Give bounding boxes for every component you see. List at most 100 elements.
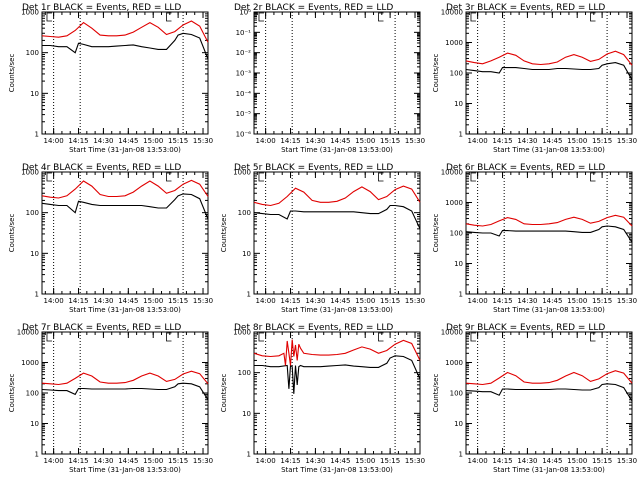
y-tick-label: 100 bbox=[26, 390, 39, 398]
panel-title: Det 5r BLACK = Events, RED = LLD bbox=[234, 163, 393, 173]
x-tick-label: 14:45 bbox=[118, 297, 138, 305]
x-tick-label: 15:30 bbox=[405, 457, 425, 465]
panel-title: Det 1r BLACK = Events, RED = LLD bbox=[22, 3, 181, 13]
series-lld-line bbox=[465, 214, 633, 227]
y-tick-label: 1000 bbox=[445, 199, 463, 207]
x-tick-label: 14:15 bbox=[280, 297, 300, 305]
y-tick-label: 10000 bbox=[441, 169, 463, 177]
x-tick-label: 15:00 bbox=[355, 297, 375, 305]
plot-frame bbox=[253, 171, 421, 295]
x-tick-label: 14:30 bbox=[93, 457, 113, 465]
y-tick-label: 1 bbox=[247, 451, 251, 459]
x-tick-label: 14:00 bbox=[44, 457, 64, 465]
x-tick-label: 15:30 bbox=[193, 137, 213, 145]
x-tick-label: 15:00 bbox=[143, 457, 163, 465]
y-tick-label: 10 bbox=[242, 250, 251, 258]
panel-title: Det 2r BLACK = Events, RED = LLD bbox=[234, 3, 393, 13]
corner-marker-right bbox=[166, 12, 172, 22]
x-tick-label: 14:45 bbox=[542, 137, 562, 145]
y-tick-label: 100 bbox=[26, 209, 39, 217]
y-tick-label: 1000 bbox=[233, 329, 251, 337]
series-lld-line bbox=[41, 370, 209, 386]
series-events-line bbox=[465, 225, 633, 243]
x-tick-label: 14:15 bbox=[492, 457, 512, 465]
corner-marker-left bbox=[470, 172, 476, 182]
y-tick-label: 10 bbox=[454, 100, 463, 108]
y-tick-label: 1000 bbox=[21, 359, 39, 367]
x-tick-label: 14:00 bbox=[256, 457, 276, 465]
x-tick-label: 14:30 bbox=[305, 137, 325, 145]
panel-title: Det 3r BLACK = Events, RED = LLD bbox=[446, 3, 605, 13]
detector-panel-6: Det 6r BLACK = Events, RED = LLD 1 10 100 10… bbox=[432, 163, 637, 314]
x-tick-label: 15:00 bbox=[567, 137, 587, 145]
y-tick-label: 10⁻² bbox=[236, 49, 252, 57]
x-tick-label: 15:15 bbox=[592, 457, 612, 465]
x-tick-label: 15:15 bbox=[168, 457, 188, 465]
y-tick-label: 1 bbox=[459, 291, 463, 299]
detector-panel-8: Det 8r BLACK = Events, RED = LLD 1 10 100 10… bbox=[220, 323, 425, 474]
y-axis-label: Counts/sec bbox=[432, 214, 440, 253]
detector-panel-2: Det 2r BLACK = Events, RED = LLD 10⁻⁶ 10⁻⁵… bbox=[234, 3, 425, 154]
x-tick-label: 14:15 bbox=[68, 297, 88, 305]
corner-marker-right bbox=[166, 332, 172, 342]
corner-marker-left bbox=[46, 172, 52, 182]
x-tick-label: 14:00 bbox=[468, 457, 488, 465]
y-tick-label: 10 bbox=[30, 90, 39, 98]
x-tick-label: 14:00 bbox=[44, 137, 64, 145]
x-tick-label: 14:45 bbox=[330, 137, 350, 145]
y-tick-label: 100 bbox=[450, 230, 463, 238]
y-tick-label: 1000 bbox=[21, 169, 39, 177]
x-tick-label: 15:15 bbox=[592, 137, 612, 145]
x-tick-label: 15:15 bbox=[592, 297, 612, 305]
x-tick-label: 15:00 bbox=[143, 297, 163, 305]
corner-marker-left bbox=[258, 12, 264, 22]
y-tick-label: 100 bbox=[238, 209, 251, 217]
x-axis-label: Start Time (31-Jan-08 13:53:00) bbox=[281, 466, 393, 474]
detector-panel-3: Det 3r BLACK = Events, RED = LLD 1 10 100 10… bbox=[432, 3, 637, 154]
y-tick-label: 10 bbox=[454, 420, 463, 428]
x-axis-label: Start Time (31-Jan-08 13:53:00) bbox=[69, 146, 181, 154]
x-tick-label: 14:00 bbox=[44, 297, 64, 305]
corner-marker-right bbox=[378, 172, 384, 182]
corner-marker-left bbox=[258, 172, 264, 182]
x-tick-label: 14:30 bbox=[517, 297, 537, 305]
y-tick-label: 10⁻⁴ bbox=[236, 90, 252, 98]
series-events-line bbox=[41, 193, 209, 220]
x-axis-label: Start Time (31-Jan-08 13:53:00) bbox=[281, 146, 393, 154]
corner-marker-right bbox=[590, 332, 596, 342]
corner-marker-right bbox=[590, 12, 596, 22]
x-tick-label: 15:30 bbox=[617, 297, 637, 305]
y-axis-label: Counts/sec bbox=[8, 374, 16, 413]
y-axis-label: Counts/sec bbox=[8, 214, 16, 253]
y-tick-label: 1 bbox=[35, 291, 39, 299]
x-tick-label: 14:15 bbox=[280, 137, 300, 145]
x-tick-label: 14:30 bbox=[305, 457, 325, 465]
y-tick-label: 100 bbox=[450, 390, 463, 398]
y-tick-label: 10 bbox=[30, 420, 39, 428]
y-tick-label: 1000 bbox=[21, 9, 39, 17]
corner-marker-left bbox=[470, 332, 476, 342]
series-events-line bbox=[253, 204, 421, 230]
x-tick-label: 15:15 bbox=[380, 457, 400, 465]
x-tick-label: 14:15 bbox=[68, 457, 88, 465]
x-tick-label: 14:30 bbox=[93, 297, 113, 305]
x-tick-label: 14:00 bbox=[468, 297, 488, 305]
x-tick-label: 15:00 bbox=[355, 457, 375, 465]
x-tick-label: 15:15 bbox=[168, 297, 188, 305]
y-axis-label: Counts/sec bbox=[432, 54, 440, 93]
series-lld-line bbox=[41, 20, 209, 43]
y-axis-label: Counts/sec bbox=[220, 374, 228, 413]
x-axis-label: Start Time (31-Jan-08 13:53:00) bbox=[281, 306, 393, 314]
x-tick-label: 14:45 bbox=[330, 457, 350, 465]
plot-frame bbox=[41, 171, 209, 295]
x-tick-label: 14:30 bbox=[93, 137, 113, 145]
y-axis-label: Counts/sec bbox=[220, 214, 228, 253]
series-lld-line bbox=[41, 179, 209, 199]
x-tick-label: 14:45 bbox=[542, 457, 562, 465]
y-tick-label: 1000 bbox=[233, 169, 251, 177]
plot-frame bbox=[253, 331, 421, 455]
y-tick-label: 100 bbox=[450, 70, 463, 78]
y-tick-label: 1 bbox=[459, 131, 463, 139]
x-tick-label: 15:30 bbox=[617, 137, 637, 145]
y-tick-label: 10⁻³ bbox=[236, 70, 252, 78]
